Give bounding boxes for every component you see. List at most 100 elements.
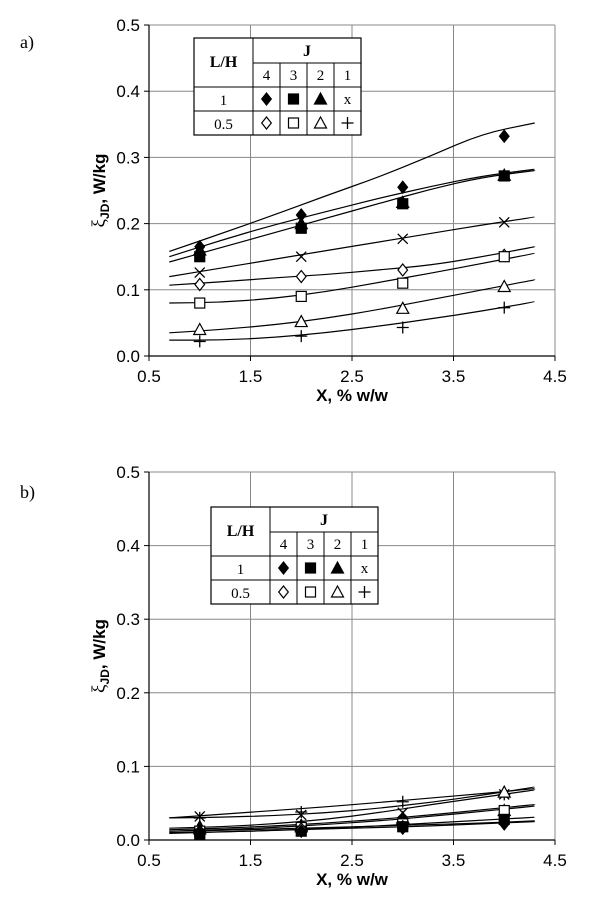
y-axis-title-symbol: ξ (89, 684, 110, 693)
y-tick-label: 0.0 (116, 831, 140, 850)
legend-marker-x: x (361, 561, 369, 577)
data-point (395, 301, 410, 314)
legend-marker (277, 585, 290, 599)
data-point (192, 322, 207, 336)
data-point (194, 277, 206, 292)
data-point (397, 821, 409, 836)
fit-line (169, 821, 535, 834)
y-tick-label: 0.1 (116, 281, 140, 300)
legend-marker (260, 116, 273, 130)
legend-j-value: 2 (317, 68, 325, 84)
data-point (295, 824, 307, 839)
data-point (498, 301, 511, 314)
data-point (295, 806, 308, 819)
data-point (397, 180, 409, 195)
y-tick-label: 0.5 (116, 463, 140, 482)
legend-row-label: 0.5 (231, 586, 250, 602)
data-point (397, 277, 409, 289)
series-triangle-open (169, 279, 536, 336)
data-point (497, 279, 512, 293)
legend-row-label: 1 (237, 562, 245, 578)
fit-line (169, 301, 536, 341)
y-tick-label: 0.4 (116, 82, 140, 101)
legend-table: L/H J 4 3 2 1 1 x 0.5 (210, 506, 379, 605)
y-axis-title-units: , W/kg (90, 154, 109, 204)
y-axis-title-symbol: ξ (89, 218, 110, 227)
data-point (295, 251, 307, 263)
legend-j-value: 4 (263, 68, 271, 84)
data-point (497, 168, 512, 181)
x-tick-label: 2.5 (340, 367, 364, 386)
x-tick-label: 1.5 (239, 367, 263, 386)
panel-label: a) (20, 32, 34, 53)
legend-marker (358, 586, 371, 598)
y-tick-label: 0.4 (116, 537, 140, 556)
fit-line (169, 804, 536, 831)
data-point (295, 290, 307, 303)
data-point (397, 233, 409, 245)
legend-j-value: 1 (344, 68, 352, 84)
y-tick-label: 0.3 (116, 610, 140, 629)
legend-marker (304, 562, 317, 574)
x-tick-label: 0.5 (137, 367, 161, 386)
x-tick-label: 1.5 (239, 851, 263, 870)
series-diamond-filled (169, 816, 535, 840)
y-tick-label: 0.2 (116, 684, 140, 703)
fit-line (169, 122, 535, 252)
legend-marker (260, 92, 273, 106)
legend-marker (304, 586, 317, 598)
x-tick-label: 0.5 (137, 851, 161, 870)
data-point (295, 809, 307, 821)
series-square-open (169, 251, 536, 309)
legend-j-header: J (303, 43, 311, 60)
y-tick-label: 0.3 (116, 148, 140, 167)
data-point (295, 269, 307, 284)
data-point (193, 335, 206, 348)
legend-j-value: 3 (307, 537, 315, 553)
data-point (497, 784, 512, 798)
chart-panel-b: b) 0.0 0.1 0.2 0.3 0.4 0.5 0.5 1.5 2.5 3.5 4.5 X, % … (20, 463, 567, 889)
legend-marker (277, 561, 290, 575)
x-axis-title: X, % w/w (316, 870, 389, 889)
y-axis-title-units: , W/kg (90, 619, 109, 669)
legend-marker (330, 584, 345, 598)
data-point (295, 330, 308, 343)
data-point (498, 129, 510, 144)
legend-row-label: 1 (220, 93, 228, 109)
y-tick-label: 0.2 (116, 215, 140, 234)
x-tick-label: 2.5 (340, 851, 364, 870)
fit-line (169, 216, 536, 278)
legend-marker-x: x (344, 92, 352, 108)
legend-marker (313, 115, 328, 129)
legend-marker (330, 560, 345, 574)
x-tick-label: 4.5 (543, 851, 567, 870)
legend-j-header: J (320, 512, 328, 529)
fit-line (169, 252, 536, 304)
x-tick-label: 4.5 (543, 367, 567, 386)
fit-line (169, 820, 535, 832)
data-point (194, 825, 206, 840)
legend-marker (341, 117, 354, 129)
legend-marker (287, 93, 300, 105)
fit-line (169, 246, 536, 286)
fit-line (169, 787, 536, 819)
data-point (498, 251, 510, 263)
fit-line (169, 168, 535, 258)
legend-marker (287, 117, 300, 129)
data-point (498, 816, 510, 831)
legend-lh-header: L/H (227, 523, 255, 540)
data-point (396, 321, 409, 334)
fit-line (169, 786, 536, 819)
fit-line (169, 789, 536, 829)
y-tick-label: 0.0 (116, 347, 140, 366)
data-point (498, 216, 510, 228)
legend-lh-header: L/H (210, 54, 238, 71)
x-axis-title: X, % w/w (316, 386, 389, 405)
y-axis-title: ξJD, W/kg (89, 619, 112, 693)
data-point (397, 262, 409, 277)
y-axis-title-subscript: JD (98, 669, 112, 685)
series-x (169, 216, 536, 279)
y-axis-title-subscript: JD (98, 203, 112, 219)
x-tick-label: 3.5 (442, 851, 466, 870)
